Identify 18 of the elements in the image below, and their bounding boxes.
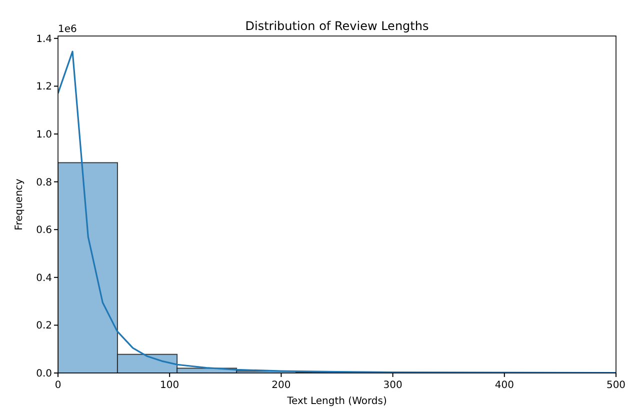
y-tick-label: 0.4 — [36, 272, 52, 284]
x-tick-label: 400 — [494, 380, 514, 391]
x-tick-label: 300 — [383, 380, 402, 391]
x-tick-label: 100 — [160, 380, 180, 391]
y-tick-label: 0.8 — [36, 177, 52, 188]
y-tick-label: 0.6 — [36, 225, 52, 236]
y-tick-label: 1.4 — [36, 34, 52, 45]
x-tick-label: 500 — [606, 380, 626, 391]
text: 1e6 — [58, 24, 77, 35]
chart-title: Distribution of Review Lengths — [245, 19, 429, 33]
y-axis-title: Frequency — [14, 178, 25, 230]
y-tick-label: 1.2 — [36, 82, 52, 93]
y-tick-label: 1.0 — [36, 129, 52, 140]
x-tick-label: 200 — [272, 380, 291, 391]
x-tick-label: 0 — [54, 380, 62, 391]
y-tick-label: 0.0 — [36, 368, 52, 380]
x-axis-title: Text Length (Words) — [286, 396, 387, 407]
y-tick-label: 0.2 — [36, 320, 52, 332]
